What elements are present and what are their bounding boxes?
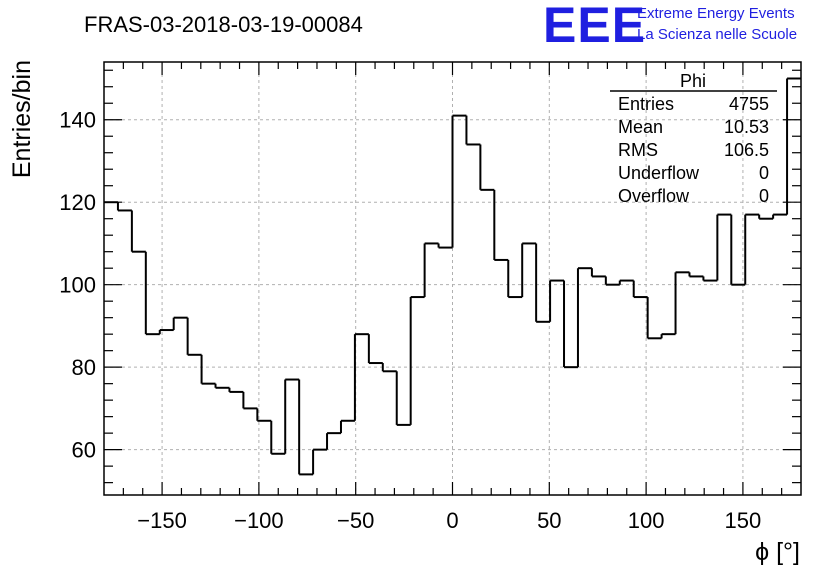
stats-underflow-value: 0 — [759, 163, 769, 183]
stats-overflow-label: Overflow — [618, 186, 690, 206]
x-tick-label: 50 — [537, 508, 561, 533]
stats-mean-value: 10.53 — [724, 117, 769, 137]
y-tick-labels: 60 80 100 120 140 — [59, 108, 96, 463]
stats-rms-label: RMS — [618, 140, 658, 160]
stats-mean-label: Mean — [618, 117, 663, 137]
y-tick-label: 60 — [72, 438, 96, 463]
axis-ticks — [104, 62, 801, 495]
chart-title: FRAS-03-2018-03-19-00084 — [84, 12, 363, 37]
histogram — [104, 77, 801, 476]
x-tick-label: −100 — [234, 508, 284, 533]
x-axis-label: ϕ [°] — [755, 538, 800, 566]
x-tick-label: −50 — [337, 508, 374, 533]
x-tick-label: 150 — [725, 508, 762, 533]
stats-box: Phi Entries 4755 Mean 10.53 RMS 106.5 Un… — [610, 71, 777, 206]
y-tick-label: 120 — [59, 190, 96, 215]
stats-entries-label: Entries — [618, 94, 674, 114]
x-tick-labels: −150 −100 −50 0 50 100 150 — [137, 508, 761, 533]
logo-line-1: Extreme Energy Events — [637, 5, 795, 22]
y-tick-label: 80 — [72, 355, 96, 380]
stats-name: Phi — [680, 71, 706, 91]
x-tick-label: 0 — [446, 508, 458, 533]
y-tick-label: 140 — [59, 108, 96, 133]
stats-underflow-label: Underflow — [618, 163, 700, 183]
x-tick-label: −150 — [137, 508, 187, 533]
y-axis-label: Entries/bin — [8, 60, 36, 178]
eee-logo: EEE — [543, 0, 646, 53]
y-tick-label: 100 — [59, 273, 96, 298]
stats-overflow-value: 0 — [759, 186, 769, 206]
stats-rms-value: 106.5 — [724, 140, 769, 160]
logo-line-2: La Scienza nelle Scuole — [637, 26, 797, 43]
x-tick-label: 100 — [628, 508, 665, 533]
stats-entries-value: 4755 — [729, 94, 769, 114]
